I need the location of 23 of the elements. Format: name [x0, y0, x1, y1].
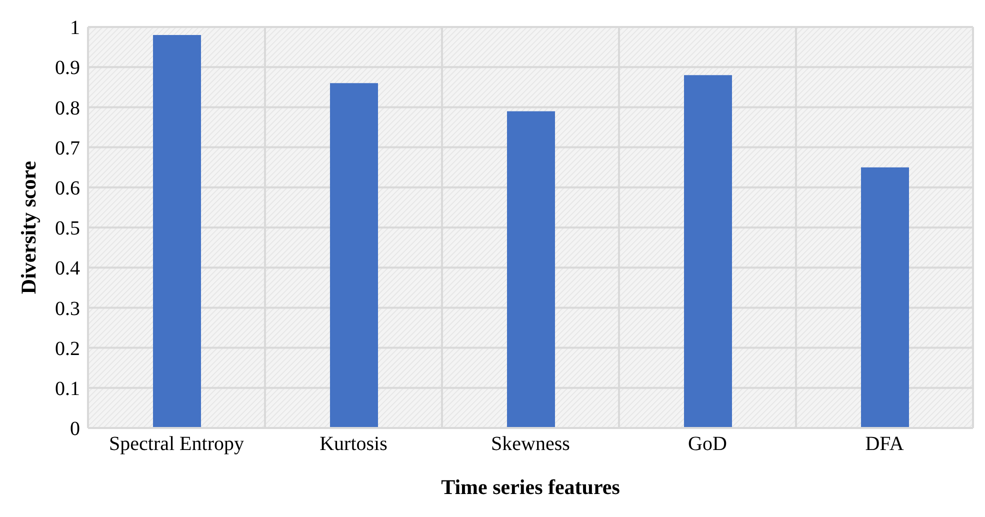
y-tick-label: 0.3 — [55, 298, 80, 320]
x-tick-label: Kurtosis — [320, 433, 388, 456]
bar — [330, 83, 378, 428]
x-tick-label: Skewness — [491, 433, 570, 456]
y-tick-label: 0.1 — [55, 378, 80, 400]
y-tick-label: 0.6 — [55, 178, 80, 200]
y-axis-title: Diversity score — [16, 160, 40, 294]
y-tick-label: 1 — [70, 17, 80, 40]
y-tick-label: 0.7 — [55, 137, 80, 160]
y-tick-label: 0.2 — [55, 338, 80, 360]
x-tick-label: GoD — [688, 433, 727, 456]
x-tick-label: Spectral Entropy — [109, 433, 244, 456]
y-tick-label: 0.8 — [55, 97, 80, 120]
bar — [861, 167, 909, 428]
x-tick-label: DFA — [865, 433, 904, 456]
y-tick-label: 0.9 — [55, 57, 80, 80]
bar — [684, 75, 732, 428]
bar — [507, 111, 555, 428]
bar — [153, 35, 201, 428]
y-tick-label: 0.4 — [55, 258, 80, 280]
x-axis-title: Time series features — [441, 475, 620, 499]
y-tick-label: 0 — [70, 418, 80, 440]
y-tick-label: 0.5 — [55, 218, 80, 240]
